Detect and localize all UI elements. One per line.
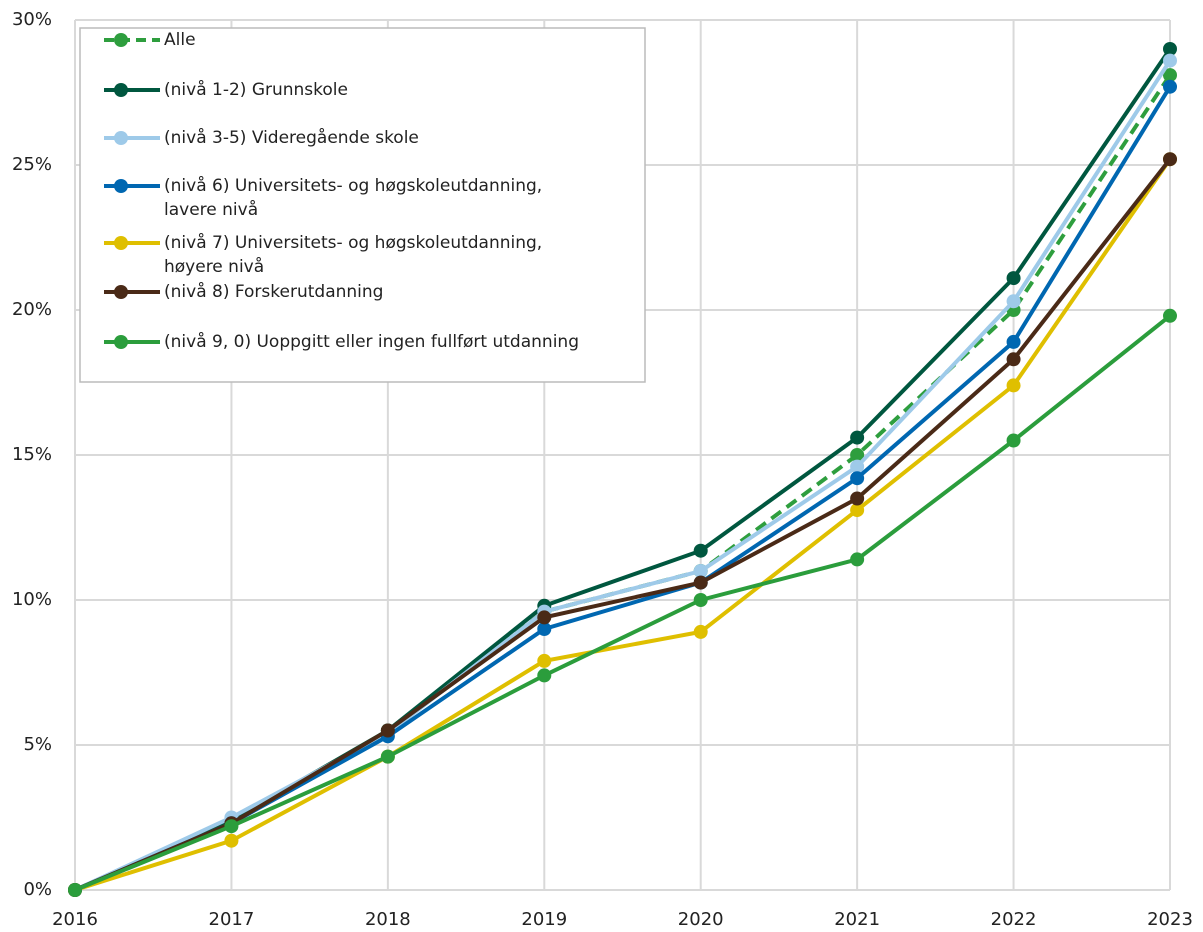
data-point <box>1163 53 1177 68</box>
legend-marker <box>114 33 128 47</box>
data-point <box>224 833 239 848</box>
legend-label: (nivå 3-5) Videregående skole <box>164 127 419 148</box>
data-point <box>1006 378 1021 393</box>
legend-marker <box>114 131 128 145</box>
x-tick-label: 2016 <box>52 909 98 930</box>
data-point <box>693 564 708 578</box>
data-point <box>850 459 865 474</box>
data-point <box>1006 433 1021 448</box>
data-point <box>380 749 395 764</box>
data-point <box>1163 308 1177 323</box>
legend-label: (nivå 9, 0) Uoppgitt eller ingen fullfør… <box>164 331 579 352</box>
data-point <box>1163 68 1177 83</box>
data-point <box>537 610 552 625</box>
y-tick-label: 10% <box>12 589 52 610</box>
data-point <box>1163 42 1177 56</box>
x-tick-label: 2020 <box>678 909 724 930</box>
data-point <box>537 653 552 668</box>
data-point <box>693 624 708 639</box>
legend-label: (nivå 8) Forskerutdanning <box>164 281 383 302</box>
data-point <box>850 430 865 445</box>
legend-label: Alle <box>164 30 196 50</box>
data-point <box>850 471 865 486</box>
series-line <box>74 158 1172 892</box>
data-point <box>1006 271 1021 286</box>
x-tick-label: 2022 <box>991 909 1037 930</box>
y-tick-label: 15% <box>12 444 52 465</box>
data-point <box>693 575 708 590</box>
data-point <box>1163 79 1177 94</box>
data-point <box>850 503 865 518</box>
data-point <box>68 883 82 897</box>
series <box>68 308 1177 897</box>
y-tick-label: 20% <box>12 299 52 320</box>
data-point <box>1006 352 1021 367</box>
data-point <box>850 448 865 462</box>
data-point <box>1006 294 1021 309</box>
data-point <box>693 593 708 607</box>
x-tick-label: 2019 <box>521 909 567 930</box>
data-point <box>537 668 552 683</box>
series-line <box>74 157 1172 892</box>
y-tick-label: 30% <box>12 9 52 30</box>
series-line <box>74 314 1172 892</box>
y-tick-label: 0% <box>23 879 52 900</box>
data-point <box>850 491 865 506</box>
series-line <box>74 59 1172 892</box>
data-point <box>224 819 239 834</box>
y-tick-label: 5% <box>23 734 52 755</box>
x-tick-label: 2017 <box>209 909 255 930</box>
data-point <box>693 543 708 558</box>
legend: Alle (nivå 1-2) Grunnskole (nivå 3-5) Vide… <box>79 27 646 383</box>
legend-marker <box>114 285 128 299</box>
x-tick-label: 2018 <box>365 909 411 930</box>
data-point <box>1006 334 1021 349</box>
legend-box <box>79 27 646 383</box>
data-point <box>537 622 552 636</box>
legend-marker <box>114 83 128 97</box>
legend-marker <box>114 179 128 193</box>
legend-marker <box>114 236 128 250</box>
legend-marker <box>114 335 128 349</box>
data-point <box>850 552 865 567</box>
legend-label: (nivå 1-2) Grunnskole <box>164 79 348 100</box>
x-tick-label: 2023 <box>1147 909 1193 930</box>
y-tick-label: 25% <box>12 154 52 175</box>
data-point <box>1163 152 1177 167</box>
x-tick-label: 2021 <box>834 909 880 930</box>
data-point <box>380 723 395 738</box>
legend-label: (nivå 6) Universitets- og høgskoleutdann… <box>164 175 542 220</box>
legend-label: (nivå 7) Universitets- og høgskoleutdann… <box>164 232 542 277</box>
